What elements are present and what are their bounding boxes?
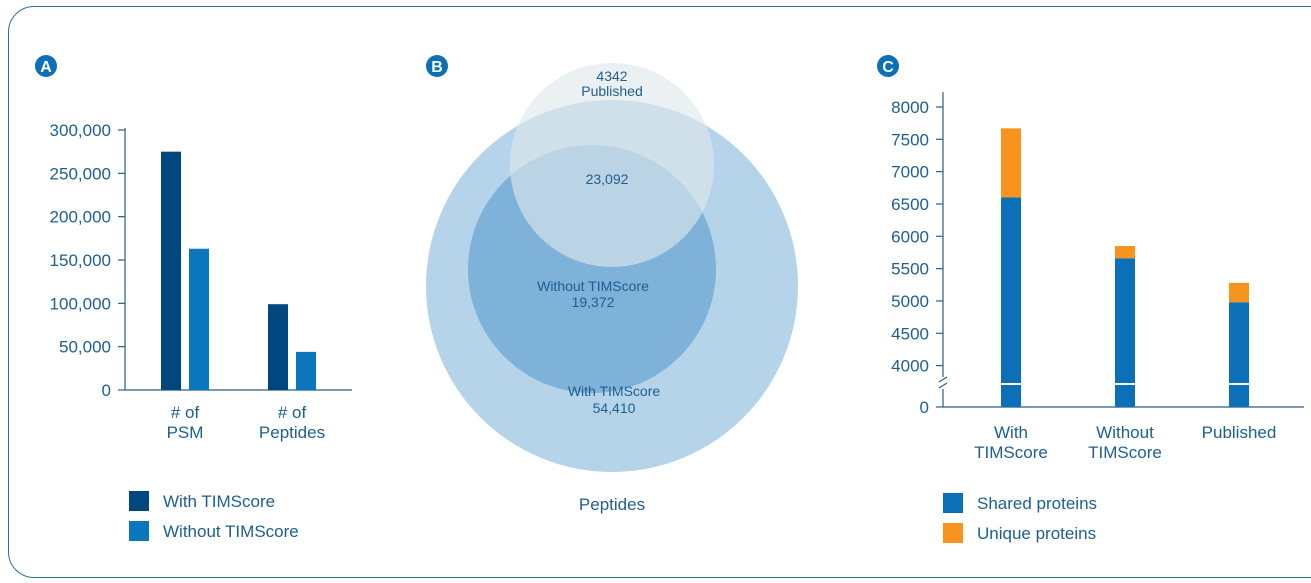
c-y-tick-label: 0 [920,398,929,417]
venn-published-count: 4342 [596,68,627,84]
panel-a: A 300,000 250,000 200,000 150,000 100,000 50,… [35,55,352,541]
venn-intersection-count: 23,092 [586,171,629,187]
c-category-label: Published [1202,423,1277,442]
c-bar-unique [1229,282,1249,303]
c-y-tick-label: 7000 [891,163,929,182]
panel-c-bars [1000,128,1250,407]
c-y-tick-label: 4500 [891,324,929,343]
c-bar-shared [1001,197,1021,407]
a-y-tick-label: 100,000 [50,294,111,313]
c-legend-label: Unique proteins [977,524,1096,543]
a-y-tick-label: 300,000 [50,121,111,140]
c-bar-break-gap [1000,383,1022,385]
a-category-label: # of [278,403,307,422]
c-y-tick-label: 5500 [891,260,929,279]
a-legend-label: With TIMScore [163,492,275,511]
venn-published-name: Published [581,83,643,99]
c-axis-break-mark [938,382,948,389]
panel-b: B 4342 Published 23,092 Without TIMScore… [426,55,798,514]
a-legend-swatch [129,521,149,541]
a-y-tick-label: 50,000 [59,338,111,357]
c-bar-shared [1229,302,1249,407]
venn-caption: Peptides [579,495,645,514]
panel-c-legend: Shared proteins Unique proteins [943,493,1097,543]
a-bar [189,248,209,390]
c-bar-break-gap [1114,383,1136,385]
c-legend-swatch [943,523,963,543]
panel-a-bars [161,151,316,390]
panel-a-badge-text: A [40,59,52,76]
panel-b-badge: B [426,55,448,77]
c-legend-swatch [943,493,963,513]
c-axis-break-mark [938,376,948,383]
panel-c: C 8000750070006500600055005000450040000 … [877,55,1304,543]
c-bar-shared [1115,258,1135,407]
panel-a-badge-circle [35,55,57,77]
a-bar [161,151,181,390]
c-y-tick-label: 4000 [891,357,929,376]
c-bar-unique [1001,128,1021,198]
c-bar-break-gap [1228,383,1250,385]
venn-without-timscore-count: 19,372 [572,294,615,310]
panel-a-axis: 300,000 250,000 200,000 150,000 100,000 50,00… [50,121,352,400]
figure-frame [8,6,1311,578]
a-y-tick-label: 0 [102,381,111,400]
panel-c-axis: 8000 7500 7000 6500 6000 5500 5000 4500 4000 0 [891,92,1304,417]
venn-circle-published [510,63,714,267]
panel-c-badge: C [877,55,899,77]
c-legend-label: Shared proteins [977,494,1097,513]
panel-c-badge-circle [877,55,899,77]
panel-a-legend: With TIMScore Without TIMScore [129,491,299,541]
c-category-label: TIMScore [974,443,1048,462]
a-legend-swatch [129,491,149,511]
c-y-tick-label: 5000 [891,292,929,311]
c-category-label: Without [1096,423,1154,442]
a-category-label: # of [171,403,200,422]
c-y-tick-label: 8000 [891,98,929,117]
a-legend-label: Without TIMScore [163,522,299,541]
c-category-label: TIMScore [1088,443,1162,462]
a-category-label: Peptides [259,423,325,442]
panel-b-badge-circle [426,55,448,77]
panel-a-badge: A [35,55,57,77]
c-bar-unique [1115,246,1135,259]
venn-with-timscore-count: 54,410 [593,400,636,416]
c-y-tick-label: 7500 [891,130,929,149]
a-bar [268,304,288,390]
c-y-tick-label: 6000 [891,227,929,246]
venn-with-timscore-name: With TIMScore [568,383,661,399]
venn-without-timscore-name: Without TIMScore [537,278,649,294]
a-y-tick-label: 150,000 [50,251,111,270]
c-category-label: With [994,423,1028,442]
a-category-label: PSM [167,423,204,442]
a-y-tick-label: 200,000 [50,208,111,227]
a-y-tick-label: 250,000 [50,164,111,183]
panel-c-badge-text: C [882,59,894,76]
c-y-tick-label: 6500 [891,195,929,214]
a-bar [296,351,316,390]
panel-b-badge-text: B [431,59,443,76]
